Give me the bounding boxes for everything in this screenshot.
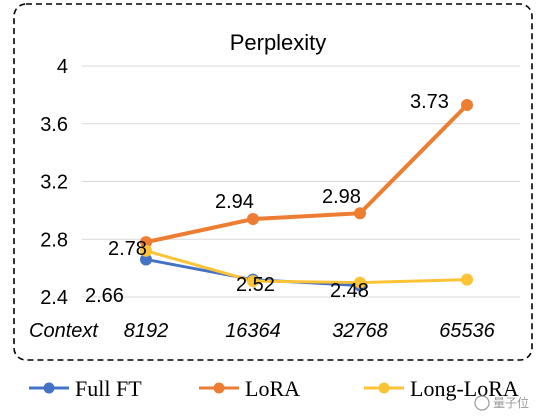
data-label-2-66: 2.66 — [85, 285, 124, 307]
y-tick-label-4: 4 — [57, 56, 68, 78]
y-tick-label-2-4: 2.4 — [40, 287, 68, 309]
y-tick-label-2-8: 2.8 — [40, 229, 68, 251]
data-point-long-lora-65536 — [461, 273, 473, 286]
data-labels: 2.78 2.94 2.98 3.73 2.66 2.52 2.48 — [85, 91, 449, 307]
data-point-lora-65536 — [461, 98, 473, 111]
data-label-2-48: 2.48 — [330, 280, 369, 302]
watermark-text: 量子位 — [493, 395, 529, 410]
data-point-long-lora-32768 — [354, 276, 366, 289]
data-label-3-73: 3.73 — [410, 91, 449, 113]
y-tick-label-3-2: 3.2 — [40, 172, 68, 194]
data-point-lora-8192 — [140, 236, 152, 249]
x-axis-label: Context — [29, 320, 99, 342]
legend-label-full-ft: Full FT — [75, 376, 142, 401]
legend-marker-lora — [213, 382, 225, 394]
data-label-2-78: 2.78 — [108, 238, 147, 260]
x-axis-ticks: 8192 16364 32768 65536 — [124, 320, 496, 342]
x-tick-label-65536: 65536 — [439, 320, 495, 342]
series-line-lora — [145, 103, 469, 245]
data-label-2-52: 2.52 — [236, 274, 275, 296]
series-points — [140, 98, 473, 292]
data-label-2-94: 2.94 — [215, 191, 254, 213]
legend-label-lora: LoRA — [245, 376, 300, 401]
y-tick-label-3-6: 3.6 — [40, 114, 68, 136]
data-point-lora-16364 — [247, 213, 259, 226]
watermark: 量子位 — [474, 395, 529, 411]
data-point-full-ft-8192 — [140, 253, 152, 266]
legend-label-long-lora: Long-LoRA — [410, 376, 519, 401]
data-point-long-lora-16364 — [247, 275, 259, 288]
chart-title: Perplexity — [230, 30, 327, 55]
data-point-lora-32768 — [354, 207, 366, 220]
x-tick-label-32768: 32768 — [332, 320, 388, 342]
series-line-long-lora — [145, 249, 468, 285]
data-point-long-lora-8192 — [140, 244, 152, 257]
x-tick-label-8192: 8192 — [124, 320, 169, 342]
watermark-logo-icon — [474, 395, 490, 411]
x-tick-label-16364: 16364 — [225, 320, 281, 342]
legend: Full FT LoRA Long-LoRA — [29, 376, 519, 401]
y-axis-ticks: 2.4 2.8 3.2 3.6 4 — [40, 56, 68, 309]
data-label-2-98: 2.98 — [322, 186, 361, 208]
legend-marker-long-lora — [378, 382, 390, 394]
legend-marker-full-ft — [43, 382, 55, 394]
